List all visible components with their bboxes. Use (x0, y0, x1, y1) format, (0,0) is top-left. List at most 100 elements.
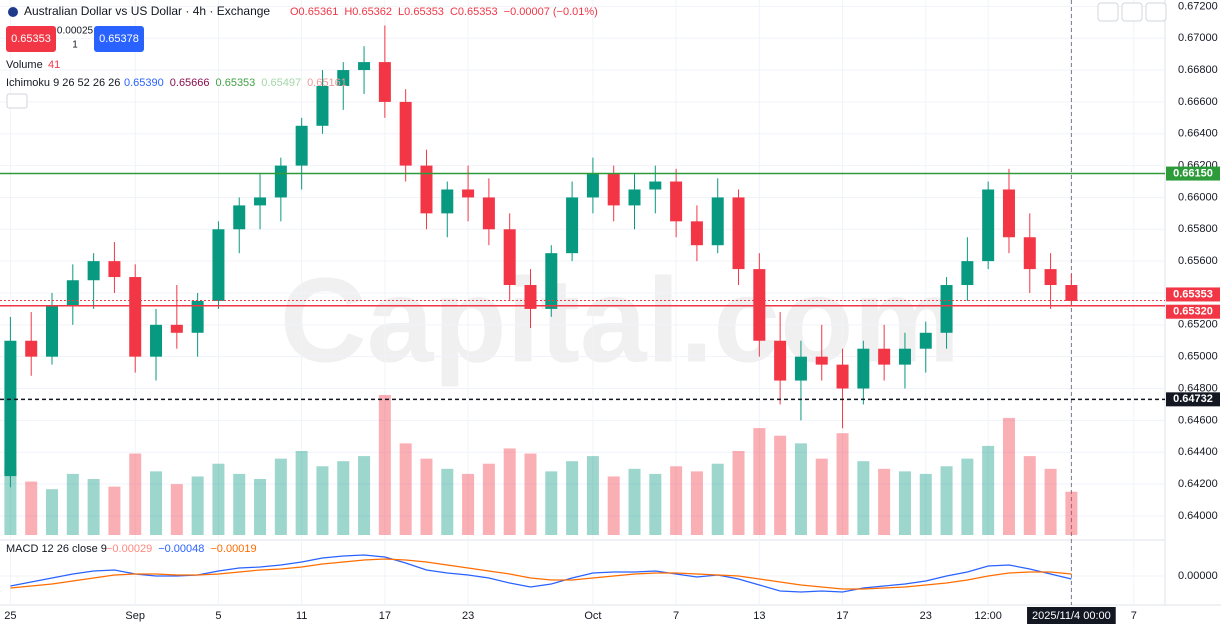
candle-body (150, 324, 163, 357)
ohlc-value: O0.65361 (290, 6, 338, 18)
volume-bar (254, 479, 267, 535)
candle-body (878, 348, 891, 365)
volume-bar (399, 443, 412, 535)
volume-bar (295, 451, 308, 535)
volume-bar (462, 473, 475, 535)
candle-body (1044, 269, 1057, 286)
y-tick-label: 0.64400 (1178, 446, 1218, 458)
volume-bar (337, 461, 350, 535)
volume-bar (794, 443, 807, 535)
level-label-box (1166, 166, 1220, 181)
candle-body (711, 197, 724, 246)
overlay: Australian Dollar vs US Dollar · 4h · Ex… (6, 2, 1167, 555)
candle-body (774, 340, 787, 381)
volume-bar (1002, 417, 1015, 535)
y-tick-label: 0.67000 (1178, 32, 1218, 44)
x-tick-label: 5 (215, 610, 221, 622)
candle-body (212, 229, 225, 301)
volume-bar (274, 458, 287, 535)
volume-bar (919, 473, 932, 535)
candle-body (1002, 189, 1015, 238)
flag-icon (8, 7, 18, 17)
candle-body (358, 62, 371, 71)
candle-body (233, 205, 246, 230)
volume-bar (170, 484, 183, 535)
candle-body (982, 189, 995, 262)
volume-bar (628, 468, 641, 535)
macd-value: −0.00029 (106, 543, 152, 555)
candle-body (108, 261, 121, 278)
buy-price[interactable]: 0.65378 (99, 33, 139, 45)
volume-bar (66, 473, 79, 535)
fullscreen-button[interactable] (1121, 2, 1143, 22)
buy-button[interactable] (94, 26, 144, 52)
volume-bar (378, 395, 391, 535)
x-tick-label: 23 (920, 610, 932, 622)
volume-bar (836, 433, 849, 535)
ichimoku-value: 0.65497 (261, 77, 301, 89)
candle-body (566, 197, 579, 254)
candle-body (857, 348, 870, 389)
y-tick-label: 0.64800 (1178, 382, 1218, 394)
collapse-button[interactable] (6, 93, 28, 109)
x-tick-label: 2025/11/4 00:00 (1032, 610, 1111, 622)
y-tick-label: 0.66600 (1178, 96, 1218, 108)
candle-body (753, 269, 766, 341)
volume-bar (586, 456, 599, 535)
volume-bar (649, 473, 662, 535)
x-tick-label: 25 (4, 610, 16, 622)
candle-body (170, 324, 183, 333)
candle-body (524, 285, 537, 309)
ohlc-value: L0.65353 (398, 6, 444, 18)
ohlc-value: C0.65353 (450, 6, 498, 18)
volume-bar (212, 463, 225, 535)
candle-body (898, 348, 911, 365)
volume-bar (711, 463, 724, 535)
volume-bar (566, 461, 579, 535)
volume-bar (545, 471, 558, 535)
candle-body (815, 356, 828, 365)
volume-bar (878, 468, 891, 535)
sell-button[interactable] (6, 26, 56, 52)
y-tick-label: 0.64600 (1178, 414, 1218, 426)
crosshair-time-box (1027, 607, 1116, 624)
volume-bar (503, 448, 516, 535)
macd-value: −0.00048 (158, 543, 204, 555)
volume-bar (25, 481, 38, 535)
candle-body (254, 197, 267, 206)
volume-bar (108, 486, 121, 535)
volume-label: Volume (6, 59, 43, 71)
ohlc-value: H0.65362 (344, 6, 392, 18)
reset-button[interactable] (1145, 2, 1167, 22)
candle-body (732, 197, 745, 270)
candle-body (46, 305, 59, 357)
y-tick-label: 0.67200 (1178, 0, 1218, 12)
candle-body (607, 173, 620, 206)
volume-bar (774, 435, 787, 535)
x-tick-label: 13 (753, 610, 765, 622)
macd-value: −0.00019 (210, 543, 256, 555)
x-tick-label: 7 (1131, 610, 1137, 622)
volume-bar (982, 445, 995, 535)
y-tick-label: 0.66800 (1178, 64, 1218, 76)
candle-body (961, 261, 974, 286)
candle-body (274, 165, 287, 198)
ichimoku-value: 0.65161 (307, 77, 347, 89)
y-tick-label: 0.64000 (1178, 510, 1218, 522)
volume-bar (46, 489, 59, 535)
quantity[interactable]: 1 (72, 40, 78, 51)
level-label: 0.64732 (1173, 393, 1213, 405)
y-tick-label: 0.65600 (1178, 255, 1218, 267)
sell-price[interactable]: 0.65353 (11, 33, 51, 45)
x-tick-label: 17 (836, 610, 848, 622)
volume-bar (150, 471, 163, 535)
candle-body (66, 280, 79, 306)
volume-bar (524, 453, 537, 535)
level-label: 0.65353 (1173, 288, 1213, 300)
candle-body (441, 189, 454, 214)
scroll-button[interactable] (1097, 2, 1119, 22)
y-tick-label: 0.64200 (1178, 478, 1218, 490)
candle-body (586, 173, 599, 198)
y-tick-label: 0.66000 (1178, 191, 1218, 203)
